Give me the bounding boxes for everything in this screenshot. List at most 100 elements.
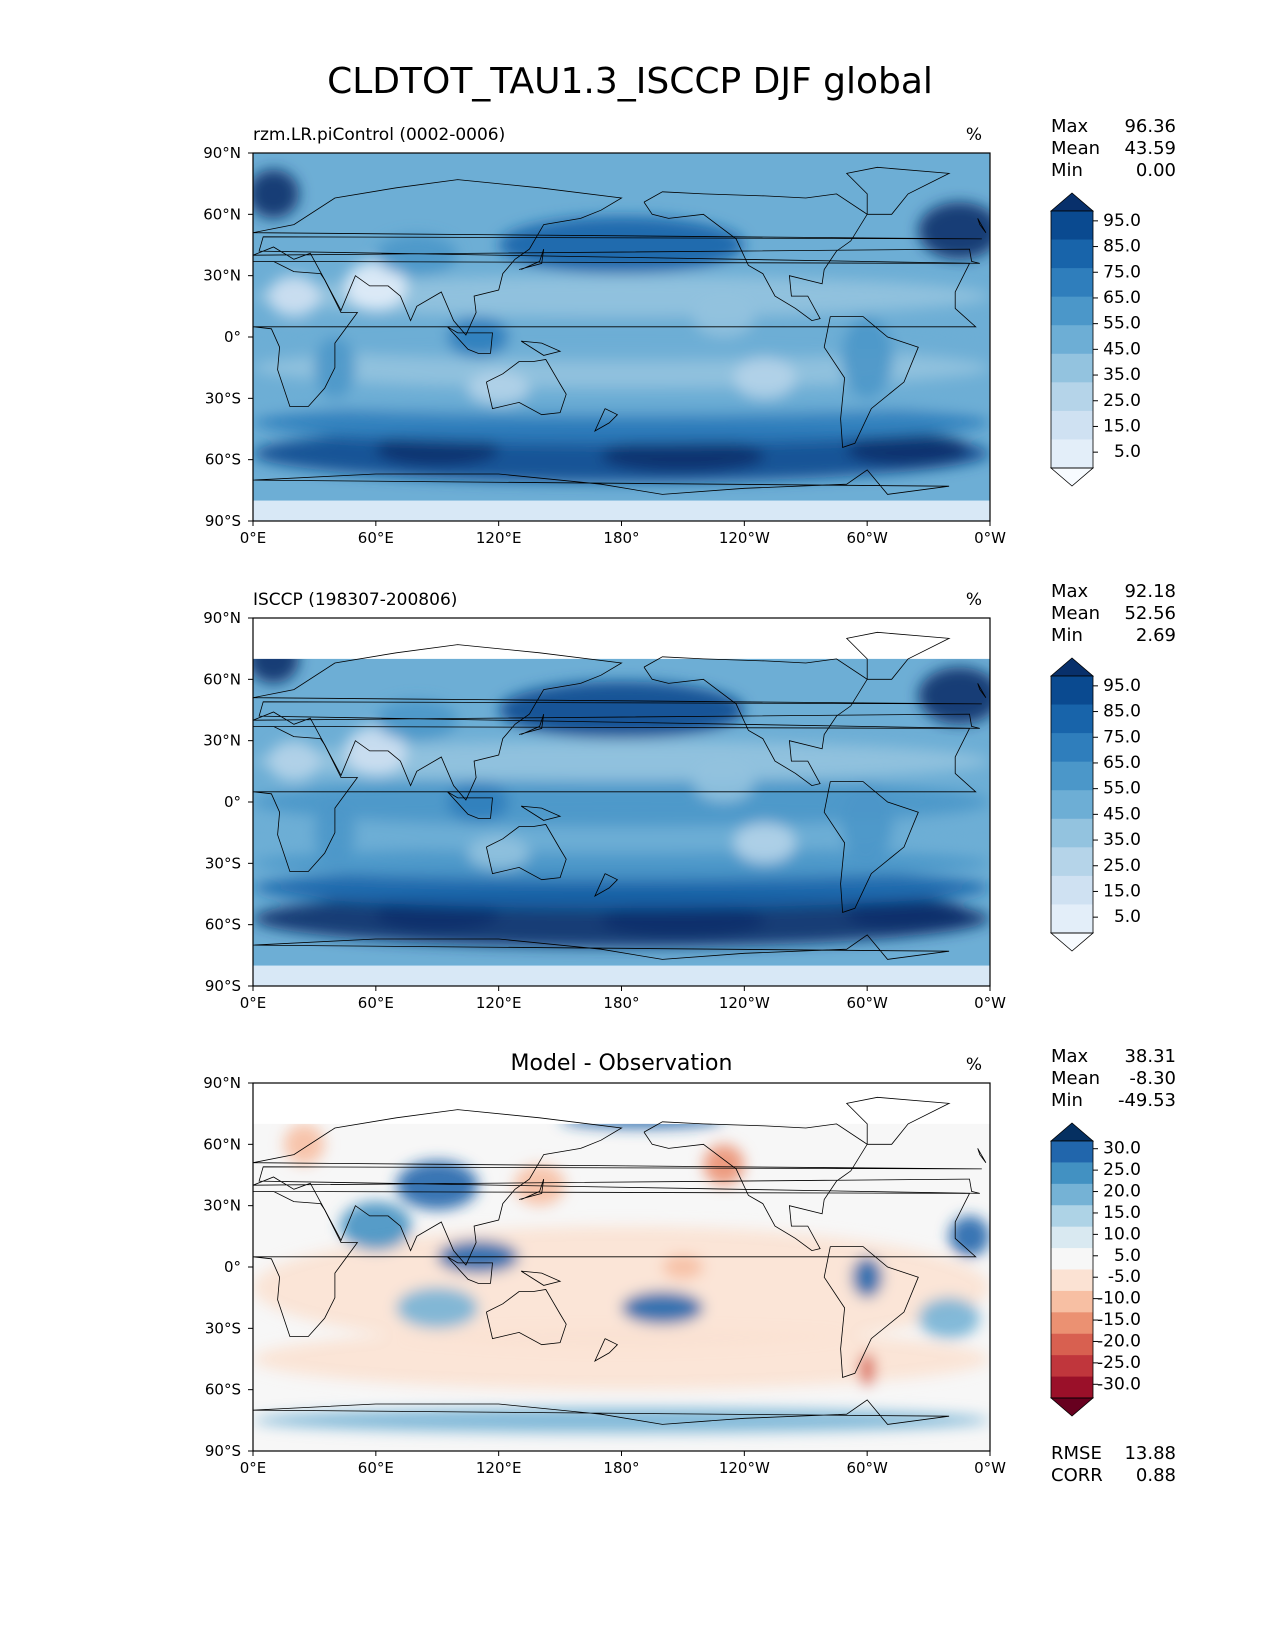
field-region	[467, 836, 530, 870]
coastline	[977, 683, 987, 698]
field-region	[846, 898, 970, 931]
field-region	[734, 822, 796, 864]
y-tick-label: 30°S	[205, 854, 241, 872]
field-region	[253, 740, 990, 782]
field-region	[253, 312, 990, 362]
field-region	[621, 1291, 704, 1325]
stat-label: Mean	[1051, 603, 1100, 624]
field-region	[253, 169, 300, 219]
x-tick-label: 120°W	[719, 529, 770, 547]
y-tick-label: 30°S	[205, 1319, 241, 1337]
panel-title: ISCCP (198307-200806)	[253, 590, 457, 610]
x-tick-label: 60°E	[358, 994, 394, 1012]
colorbar-tick-label: 35.0	[1103, 830, 1141, 850]
field-region	[601, 904, 765, 937]
colorbar-segment	[1051, 325, 1093, 355]
stat-label: Min	[1051, 625, 1083, 646]
field-region	[858, 1352, 876, 1386]
x-tick-label: 0°E	[240, 1459, 267, 1477]
coastlines	[253, 1096, 987, 1451]
colorbar-extend-top	[1049, 657, 1095, 677]
stat-value: -49.53	[1118, 1090, 1176, 1111]
x-tick-label: 120°W	[719, 1459, 770, 1477]
field-region	[253, 275, 990, 317]
coastline	[518, 713, 545, 735]
field-region	[340, 1201, 412, 1251]
field-region	[396, 1287, 479, 1329]
field-region	[253, 846, 990, 880]
field-region	[375, 234, 458, 276]
coastline	[253, 469, 950, 521]
stat-value: 2.69	[1136, 625, 1176, 646]
missing-data-north	[253, 1083, 990, 1124]
y-tick-label: 90°N	[203, 144, 241, 162]
stat-value: 0.00	[1136, 160, 1176, 181]
colorbar-tick-label: -15.0	[1097, 1310, 1141, 1330]
coastline	[845, 631, 951, 680]
colorbar-segment	[1051, 1162, 1093, 1185]
stat-label: Min	[1051, 1090, 1083, 1111]
colorbar-extend-bottom	[1049, 932, 1095, 952]
y-tick-label: 0°	[224, 793, 241, 811]
stat-value: 52.56	[1124, 603, 1176, 624]
coastline	[520, 805, 562, 821]
colorbar-tick-label: 85.0	[1103, 237, 1141, 257]
coastline	[823, 781, 919, 913]
colorbar-tick-label: -25.0	[1097, 1353, 1141, 1373]
colorbar-frame	[1050, 1140, 1094, 1399]
x-tick-label: 0°E	[240, 529, 267, 547]
field-region	[851, 1256, 883, 1298]
y-tick-label: 30°S	[205, 389, 241, 407]
colorbar-tick-label: 10.0	[1103, 1224, 1141, 1244]
map-field	[253, 153, 990, 521]
x-tick-label: 180°	[603, 1459, 639, 1477]
y-tick-label: 0°	[224, 328, 241, 346]
coastline	[594, 873, 619, 897]
colorbar-tick-label: 15.0	[1103, 881, 1141, 901]
colorbar-segment	[1051, 704, 1093, 734]
coastline	[253, 179, 982, 336]
field-region	[918, 202, 990, 260]
colorbar-segment	[1051, 875, 1093, 905]
coastline	[486, 1289, 567, 1346]
coastline	[486, 359, 567, 416]
stat-value: -8.30	[1129, 1068, 1176, 1089]
colorbar-tick-label: -5.0	[1108, 1267, 1141, 1287]
coastline	[520, 1270, 562, 1286]
map-field	[253, 618, 990, 986]
y-tick-label: 30°N	[203, 1197, 241, 1215]
colorbar-frame	[1050, 210, 1094, 469]
x-tick-label: 120°E	[476, 1459, 522, 1477]
stat-value: 13.88	[1124, 1443, 1176, 1464]
field-region	[268, 740, 320, 782]
x-tick-label: 60°W	[846, 529, 888, 547]
coastline	[253, 644, 982, 801]
colorbar-tick-label: 15.0	[1103, 1203, 1141, 1223]
colorbar: 95.0 85.0 75.0 65.0 55.0 45.0 35.0 25.0 15.0 5.0	[1049, 657, 1141, 952]
colorbar-tick-label: 55.0	[1103, 314, 1141, 334]
x-tick-label: 60°E	[358, 529, 394, 547]
colorbar-frame	[1050, 675, 1094, 934]
colorbar-extend-bottom	[1049, 467, 1095, 487]
field-region	[918, 667, 990, 725]
coastlines	[253, 166, 987, 521]
colorbar-tick-label: 85.0	[1103, 702, 1141, 722]
colorbar-segment	[1051, 439, 1093, 469]
field-region	[498, 216, 745, 274]
colorbar-tick-label: 25.0	[1103, 856, 1141, 876]
colorbar-segment	[1051, 818, 1093, 848]
stat-label: Max	[1051, 581, 1089, 602]
coastline	[823, 1246, 919, 1378]
colorbar-segment	[1051, 1312, 1093, 1335]
coastline	[447, 1256, 493, 1284]
colorbar-tick-label: -10.0	[1097, 1289, 1141, 1309]
field-region	[396, 1160, 479, 1210]
y-tick-label: 60°N	[203, 205, 241, 223]
colorbar-segment	[1051, 211, 1093, 241]
field-region	[253, 402, 990, 444]
colorbar-segment	[1051, 733, 1093, 763]
y-tick-label: 90°S	[205, 512, 241, 530]
coastline	[253, 1191, 977, 1337]
colorbar-tick-label: 75.0	[1103, 262, 1141, 282]
colorbar: 95.0 85.0 75.0 65.0 55.0 45.0 35.0 25.0 15.0 5.0	[1049, 192, 1141, 487]
